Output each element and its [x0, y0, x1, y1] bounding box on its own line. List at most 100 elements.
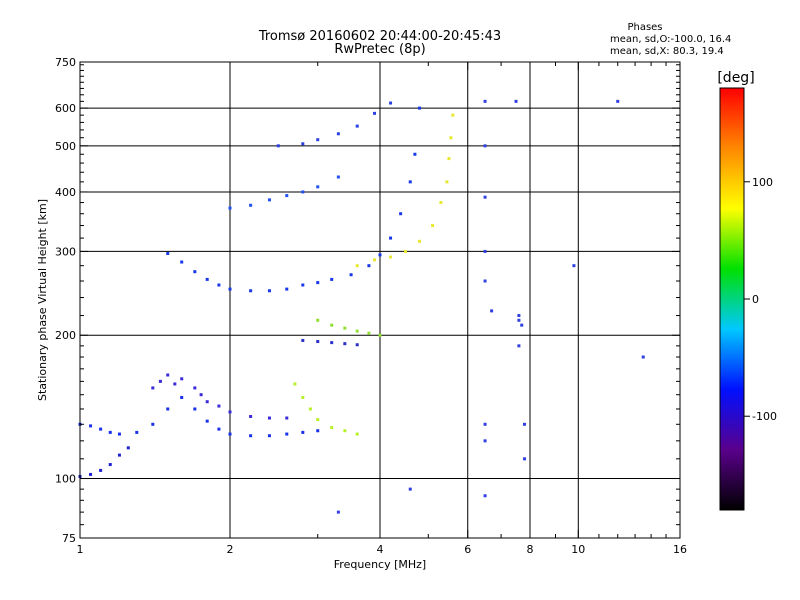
data-point [403, 249, 407, 253]
data-point [373, 258, 377, 262]
data-point [616, 99, 620, 103]
data-point [316, 418, 320, 422]
data-point [301, 283, 305, 287]
data-point [228, 410, 232, 414]
data-point [301, 395, 305, 399]
data-point [193, 407, 197, 411]
x-axis-label: Frequency [MHz] [334, 558, 426, 571]
colorbar-tick-label: -100 [752, 410, 777, 423]
data-point [483, 279, 487, 283]
data-point [343, 429, 347, 433]
data-point [301, 142, 305, 146]
data-point [301, 190, 305, 194]
data-point [514, 99, 518, 103]
data-point [180, 395, 184, 399]
data-points [78, 99, 645, 514]
data-point [117, 432, 121, 436]
data-point [205, 419, 209, 423]
x-tick-label: 16 [673, 543, 687, 556]
data-point [378, 253, 382, 257]
data-point [483, 494, 487, 498]
colorbar [719, 87, 745, 511]
data-point [330, 277, 334, 281]
chart-title: Tromsø 20160602 20:44:00-20:45:43 [258, 29, 501, 44]
x-tick-label: 1 [77, 543, 84, 556]
data-point [89, 424, 93, 428]
data-point [117, 453, 121, 457]
x-axis-ticks: 1 2 4 6 8 10 16 [77, 62, 687, 556]
data-point [158, 379, 162, 383]
data-point [349, 273, 353, 277]
data-point [523, 457, 527, 461]
data-point [89, 472, 93, 476]
data-point [408, 487, 412, 491]
data-point [228, 287, 232, 291]
data-point [413, 152, 417, 156]
info-line-o: mean, sd,O:-100.0, 16.4 [610, 34, 731, 45]
data-point [483, 144, 487, 148]
data-point [249, 289, 253, 293]
data-point [641, 355, 645, 359]
y-axis-label: Stationary phase Virtual Height [km] [36, 199, 49, 401]
data-point [483, 249, 487, 253]
data-point [330, 341, 334, 345]
data-point [180, 377, 184, 381]
data-point [285, 432, 289, 436]
data-point [343, 342, 347, 346]
data-point [572, 264, 576, 268]
data-point [267, 416, 271, 420]
data-point [389, 236, 393, 240]
data-point [285, 416, 289, 420]
data-point [151, 386, 155, 390]
data-point [267, 434, 271, 438]
data-point [523, 422, 527, 426]
info-line-x: mean, sd,X: 80.3, 19.4 [610, 46, 724, 57]
data-point [330, 425, 334, 429]
data-point [301, 430, 305, 434]
data-point [316, 340, 320, 344]
data-point [355, 343, 359, 347]
data-point [173, 382, 177, 386]
data-point [517, 318, 521, 322]
data-point [316, 138, 320, 142]
x-tick-label: 4 [377, 543, 384, 556]
data-point [193, 386, 197, 390]
data-point [389, 101, 393, 105]
data-point [399, 212, 403, 216]
data-point [166, 251, 170, 255]
data-point [267, 289, 271, 293]
data-point [389, 255, 393, 259]
data-point [431, 224, 435, 228]
y-tick-label: 500 [55, 140, 76, 153]
data-point [355, 432, 359, 436]
data-point [355, 329, 359, 333]
data-point [378, 333, 382, 337]
data-point [166, 407, 170, 411]
data-point [228, 206, 232, 210]
data-point [228, 432, 232, 436]
y-tick-label: 300 [55, 245, 76, 258]
data-point [205, 400, 209, 404]
colorbar-tick-label: 0 [752, 293, 759, 306]
data-point [293, 382, 297, 386]
data-point [285, 194, 289, 198]
data-point [355, 264, 359, 268]
data-point [308, 407, 312, 411]
y-tick-label: 75 [62, 532, 76, 545]
data-point [199, 393, 203, 397]
y-tick-label: 200 [55, 329, 76, 342]
data-point [367, 264, 371, 268]
data-point [108, 430, 112, 434]
x-tick-label: 6 [464, 543, 471, 556]
data-point [316, 318, 320, 322]
data-point [343, 326, 347, 330]
data-point [520, 323, 524, 327]
data-point [483, 195, 487, 199]
chart-subtitle: RwPretec (8p) [334, 42, 425, 57]
data-point [355, 124, 359, 128]
colorbar-label: [deg] [717, 70, 754, 86]
info-heading: Phases [627, 22, 662, 33]
data-point [180, 260, 184, 264]
data-point [417, 106, 421, 110]
